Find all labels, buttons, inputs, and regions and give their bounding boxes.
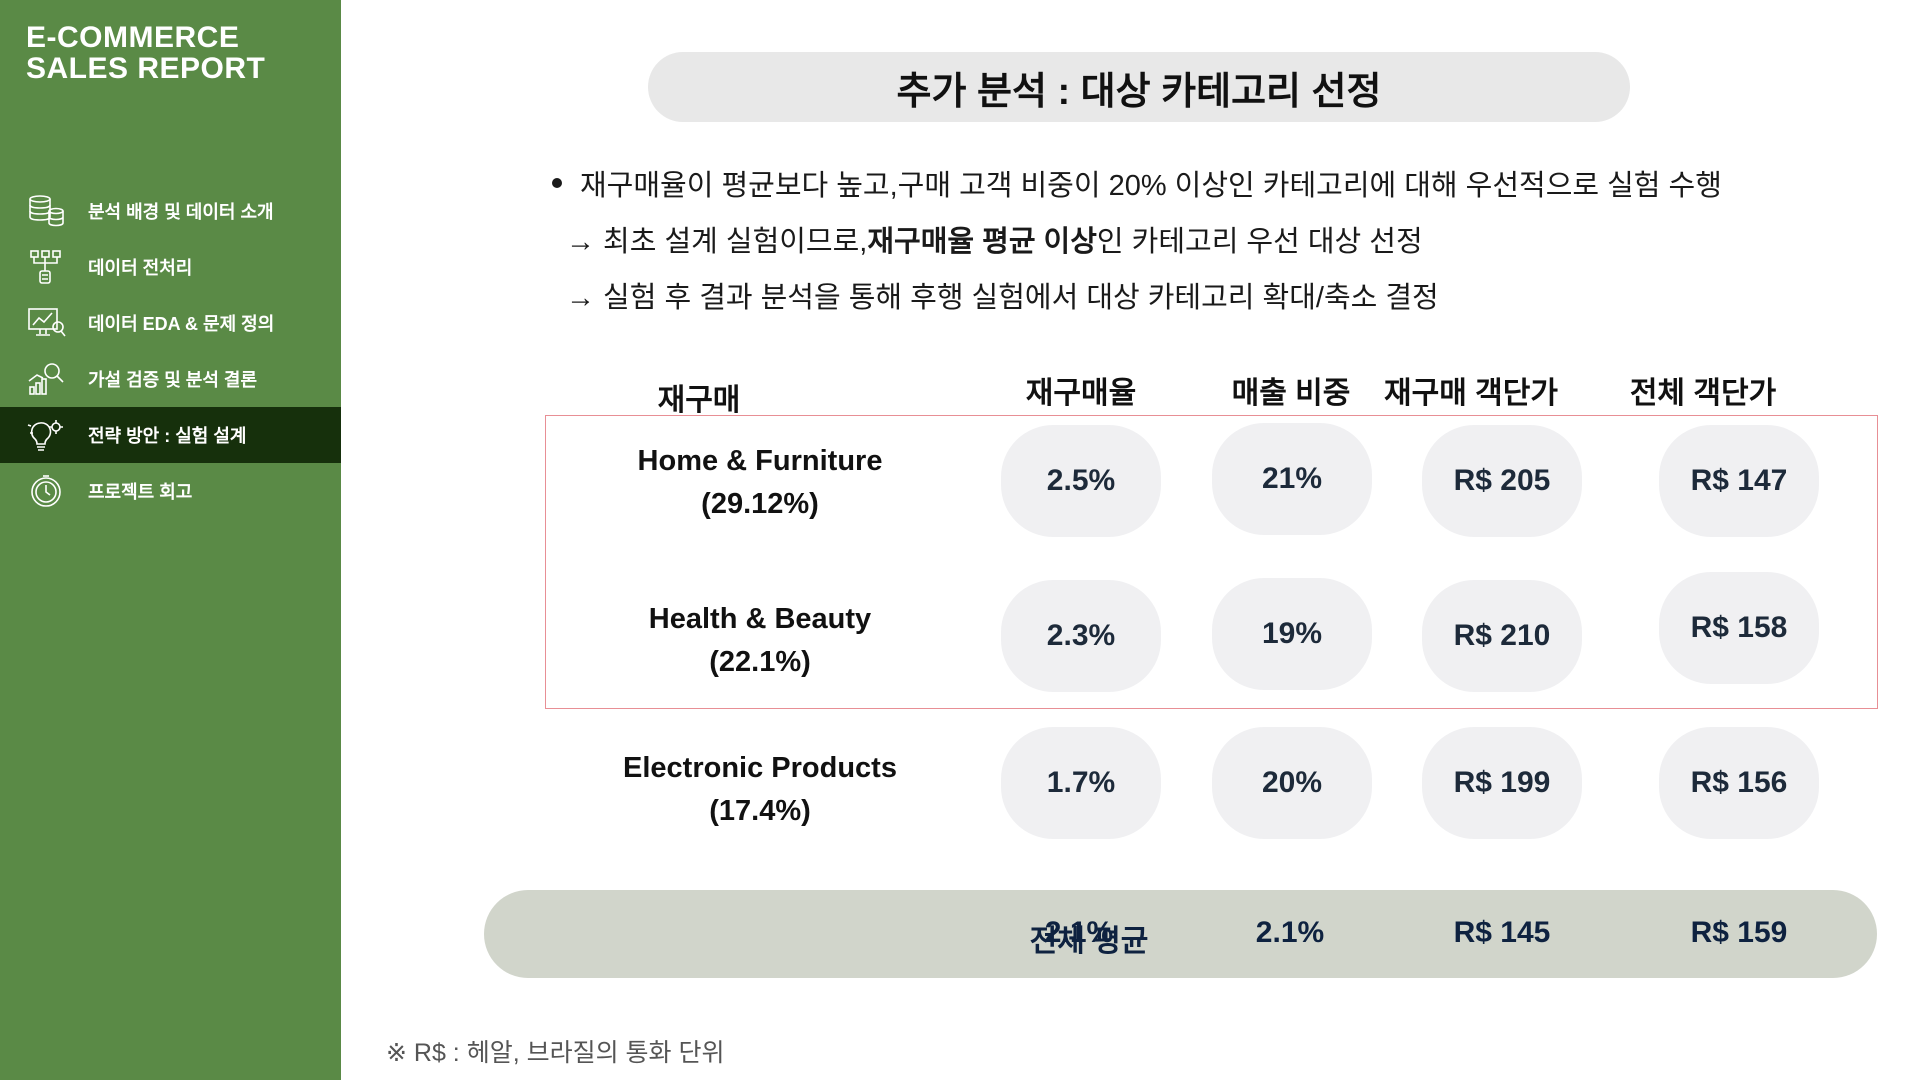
bullet-line: 재구매율이 평균보다 높고,구매 고객 비중이 20% 이상인 카테고리에 대해… [546, 155, 1846, 211]
total-aov-cell: R$ 158 [1659, 572, 1819, 684]
sales-share-cell: 21% [1212, 423, 1372, 535]
sidebar-item-label: 데이터 전처리 [88, 258, 193, 278]
sidebar-item-hypothesis[interactable]: 가설 검증 및 분석 결론 [0, 351, 341, 407]
category-share: (22.1%) [709, 646, 811, 678]
category-label: Home & Furniture [637, 445, 883, 477]
sidebar-nav: 분석 배경 및 데이터 소개 데이터 전처리 데이터 EDA & 문제 정의 [0, 183, 341, 519]
total-aov-cell: R$ 147 [1659, 425, 1819, 537]
arrow-line-1: → 최초 설계 실험이므로, 재구매율 평균 이상 인 카테고리 우선 대상 선정 [546, 211, 1846, 267]
average-sales-share: 2.1% [1255, 916, 1325, 949]
category-share: (17.4%) [709, 795, 811, 827]
arrow-line-2: → 실험 후 결과 분석을 통해 후행 실험에서 대상 카테고리 확대/축소 결… [546, 267, 1846, 323]
arrow-line-1-suffix: 인 카테고리 우선 대상 선정 [1096, 226, 1423, 258]
sidebar-item-preprocessing[interactable]: 데이터 전처리 [0, 239, 341, 295]
sidebar-item-strategy[interactable]: 전략 방안 : 실험 설계 [0, 407, 341, 463]
sidebar-item-retrospective[interactable]: 프로젝트 회고 [0, 463, 341, 519]
sidebar: E-COMMERCE SALES REPORT 분석 배경 및 데이터 소개 [0, 0, 341, 1080]
sidebar-item-eda[interactable]: 데이터 EDA & 문제 정의 [0, 295, 341, 351]
sidebar-item-label: 가설 검증 및 분석 결론 [88, 370, 258, 390]
main-content: 추가 분석 : 대상 카테고리 선정 재구매율이 평균보다 높고,구매 고객 비… [341, 0, 1920, 1080]
category-name: Health & Beauty (22.1%) [610, 598, 910, 684]
col-header-repurchase: 재구매 [657, 384, 741, 417]
sidebar-item-data-intro[interactable]: 분석 배경 및 데이터 소개 [0, 183, 341, 239]
repurchase-aov-cell: R$ 199 [1422, 727, 1582, 839]
page-title: 추가 분석 : 대상 카테고리 선정 [648, 52, 1630, 122]
sidebar-item-label: 데이터 EDA & 문제 정의 [88, 314, 275, 334]
repurchase-aov-cell: R$ 205 [1422, 425, 1582, 537]
category-share: (29.12%) [701, 488, 819, 520]
bullet-dot-icon [552, 178, 562, 188]
arrow-line-1-bold: 재구매율 평균 이상 [867, 226, 1097, 258]
category-name: Electronic Products (17.4%) [610, 747, 910, 833]
col-header-total-aov: 전체 객단가 [1629, 377, 1777, 410]
bullet-text: 재구매율이 평균보다 높고,구매 고객 비중이 20% 이상인 카테고리에 대해… [580, 170, 1722, 202]
repurchase-rate-cell: 1.7% [1001, 727, 1161, 839]
sales-share-cell: 20% [1212, 727, 1372, 839]
brand-line-1: E-COMMERCE [26, 21, 240, 54]
sidebar-item-label: 프로젝트 회고 [88, 482, 193, 502]
chart-magnifier-icon [24, 359, 68, 399]
arrow-line-2-text: → 실험 후 결과 분석을 통해 후행 실험에서 대상 카테고리 확대/축소 결… [566, 282, 1439, 314]
sales-share-cell: 19% [1212, 578, 1372, 690]
analytics-monitor-icon [24, 303, 68, 343]
category-label: Electronic Products [623, 752, 897, 784]
repurchase-aov-cell: R$ 210 [1422, 580, 1582, 692]
col-header-sales-share: 매출 비중 [1231, 377, 1351, 410]
highlight-box [545, 415, 1878, 709]
average-row [484, 890, 1877, 978]
average-repurchase-aov: R$ 145 [1453, 916, 1551, 949]
database-icon [24, 191, 68, 231]
col-header-repurchase-aov: 재구매 객단가 [1384, 377, 1558, 410]
analysis-notes: 재구매율이 평균보다 높고,구매 고객 비중이 20% 이상인 카테고리에 대해… [546, 155, 1846, 323]
average-rate: 2.1% [1044, 916, 1114, 949]
repurchase-rate-cell: 2.5% [1001, 425, 1161, 537]
average-total-aov: R$ 159 [1690, 916, 1788, 949]
sidebar-item-label: 전략 방안 : 실험 설계 [88, 426, 247, 446]
category-label: Health & Beauty [648, 603, 872, 635]
lightbulb-gear-icon [24, 415, 68, 455]
currency-footnote: ※ R$ : 헤알, 브라질의 통화 단위 [386, 1039, 725, 1067]
category-name: Home & Furniture (29.12%) [610, 440, 910, 526]
repurchase-rate-cell: 2.3% [1001, 580, 1161, 692]
sidebar-item-label: 분석 배경 및 데이터 소개 [88, 202, 274, 222]
stopwatch-icon [24, 471, 68, 511]
col-header-repurchase-rate: 재구매율 [1025, 377, 1137, 410]
arrow-line-1-prefix: → 최초 설계 실험이므로, [566, 226, 868, 258]
data-flow-icon [24, 247, 68, 287]
brand-line-2: SALES REPORT [26, 52, 266, 85]
report-brand: E-COMMERCE SALES REPORT [26, 22, 326, 84]
average-label: 전체 평균 [1029, 925, 1149, 958]
total-aov-cell: R$ 156 [1659, 727, 1819, 839]
